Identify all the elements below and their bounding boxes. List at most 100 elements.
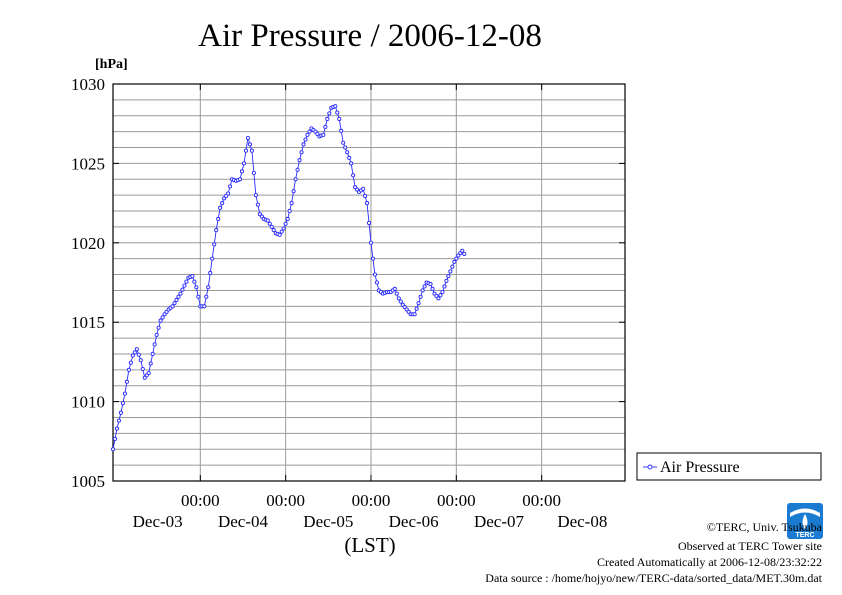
- data-point: [360, 186, 366, 191]
- data-point: [430, 286, 435, 291]
- data-point: [339, 128, 344, 133]
- data-point: [239, 169, 245, 174]
- data-point: [372, 272, 378, 277]
- data-point: [156, 325, 161, 330]
- x-axis-ticks: 00:00 Dec-03 00:00 Dec-04 00:00 Dec-05 00:00 De…: [133, 84, 607, 531]
- data-point: [412, 312, 417, 317]
- data-point: [418, 294, 423, 299]
- data-point: [364, 201, 370, 206]
- data-point: [192, 279, 197, 284]
- data-point: [255, 202, 260, 207]
- data-point: [110, 447, 116, 452]
- data-point: [428, 282, 433, 287]
- data-point: [182, 283, 187, 288]
- data-point: [158, 318, 163, 323]
- x-axis-label: (LST): [344, 533, 395, 557]
- data-point: [228, 184, 233, 189]
- data-point: [307, 129, 312, 134]
- y-tick-label: 1020: [71, 234, 105, 253]
- data-point: [208, 270, 213, 276]
- data-point: [196, 294, 201, 299]
- data-point: [212, 242, 217, 247]
- y-tick-label: 1010: [71, 393, 105, 412]
- data-point: [140, 366, 145, 372]
- data-point: [343, 145, 348, 150]
- footer-observed-site: Observed at TERC Tower site: [678, 539, 822, 553]
- data-point: [245, 135, 250, 141]
- y-tick-label: 1005: [71, 472, 105, 491]
- data-point: [132, 350, 137, 355]
- data-point: [325, 116, 330, 121]
- data-point: [116, 418, 121, 423]
- x-tick-date-label: Dec-03: [133, 512, 183, 531]
- data-point: [297, 158, 302, 163]
- data-point: [146, 370, 151, 376]
- x-tick-time-label: 00:00: [266, 491, 305, 510]
- data-point: [138, 358, 143, 363]
- data-point: [160, 315, 165, 320]
- terc-logo: TERC: [787, 503, 823, 539]
- x-tick-date-label: Dec-05: [303, 512, 353, 531]
- series-line-air-pressure: [112, 105, 465, 450]
- footer-created-timestamp: Created Automatically at 2006-12-08/23:3…: [597, 555, 822, 569]
- terc-logo-drop-icon: [802, 514, 808, 529]
- y-tick-label: 1025: [71, 154, 105, 173]
- legend-box: [636, 452, 822, 481]
- data-point: [398, 299, 403, 304]
- data-point: [281, 226, 286, 231]
- data-point: [299, 150, 304, 155]
- data-point: [214, 228, 219, 233]
- data-point: [347, 155, 352, 160]
- data-point: [289, 201, 294, 206]
- data-point: [442, 284, 447, 289]
- data-point: [253, 193, 258, 198]
- terc-logo-text: TERC: [795, 532, 814, 539]
- chart-title: Air Pressure / 2006-12-08: [198, 18, 542, 54]
- data-point: [194, 285, 199, 290]
- x-tick-date-label: Dec-07: [474, 512, 525, 531]
- data-point: [134, 347, 139, 352]
- x-tick-date-label: Dec-08: [557, 512, 607, 531]
- data-point: [130, 353, 135, 358]
- data-point: [454, 256, 459, 261]
- legend-marker-swatch: [647, 464, 653, 470]
- data-point: [349, 161, 354, 166]
- data-point: [335, 110, 340, 115]
- data-point: [170, 304, 175, 309]
- plot-frame: [112, 83, 626, 482]
- data-point: [120, 401, 125, 406]
- data-point: [269, 224, 274, 229]
- data-point: [333, 104, 338, 109]
- data-point: [190, 274, 195, 279]
- data-point: [362, 193, 368, 198]
- data-point: [303, 137, 308, 142]
- data-point: [136, 352, 141, 357]
- data-point: [462, 251, 467, 256]
- data-point: [327, 111, 332, 116]
- x-tick-time-label: 00:00: [181, 491, 220, 510]
- legend-label-air-pressure: Air Pressure: [660, 459, 740, 476]
- data-point: [128, 360, 133, 365]
- data-point: [126, 367, 131, 372]
- data-point: [226, 191, 231, 196]
- data-point: [202, 304, 207, 309]
- grid: [113, 84, 625, 481]
- data-point: [337, 116, 342, 121]
- data-point: [180, 287, 185, 292]
- data-point: [323, 124, 328, 129]
- data-point: [178, 291, 183, 296]
- data-point: [152, 342, 157, 347]
- data-point: [446, 274, 451, 279]
- data-point: [243, 148, 249, 153]
- data-point: [394, 291, 399, 296]
- data-point: [436, 296, 441, 301]
- data-point: [438, 293, 443, 298]
- data-point: [218, 205, 223, 210]
- data-point: [118, 410, 123, 415]
- data-point: [460, 248, 465, 253]
- x-tick-date-label: Dec-06: [389, 512, 439, 531]
- data-point: [366, 220, 372, 225]
- data-point: [321, 132, 326, 137]
- x-tick-time-label: 00:00: [352, 491, 391, 510]
